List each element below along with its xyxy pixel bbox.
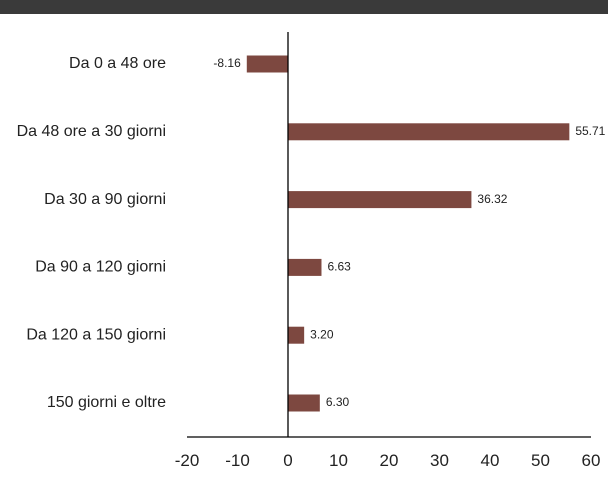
category-label: Da 0 a 48 ore	[69, 55, 166, 72]
data-labels: -8.16 55.71 36.32 6.63 3.20 6.30	[213, 56, 605, 409]
x-tick-label: 0	[283, 451, 292, 470]
bar	[288, 258, 322, 276]
bar	[288, 394, 320, 412]
category-label: Da 30 a 90 giorni	[44, 191, 166, 208]
x-tick-label: 10	[329, 451, 348, 470]
category-label: Da 48 ore a 30 giorni	[17, 123, 166, 140]
data-label: 55.71	[575, 124, 605, 138]
x-tick-label: 40	[481, 451, 500, 470]
data-label: 36.32	[477, 192, 507, 206]
header-rule	[0, 0, 608, 14]
x-tick-labels: -20 -10 0 10 20 30 40 50 60	[175, 451, 601, 470]
x-tick-label: 30	[430, 451, 449, 470]
category-labels: Da 0 a 48 ore Da 48 ore a 30 giorni Da 30 …	[17, 55, 167, 411]
data-label: -8.16	[213, 56, 241, 70]
data-label: 3.20	[310, 327, 334, 341]
x-tick-label: 20	[380, 451, 399, 470]
x-tick-label: 60	[582, 451, 601, 470]
bar	[246, 55, 288, 73]
bar	[288, 191, 472, 209]
category-label: Da 120 a 150 giorni	[26, 326, 166, 343]
data-label: 6.30	[326, 395, 350, 409]
bars-layer	[246, 55, 570, 412]
bar	[288, 123, 570, 141]
bar	[288, 326, 305, 344]
axes	[187, 32, 591, 438]
data-label: 6.63	[327, 260, 351, 274]
category-label: Da 90 a 120 giorni	[35, 259, 166, 276]
x-tick-label: -10	[225, 451, 250, 470]
x-tick-label: -20	[175, 451, 200, 470]
x-tick-label: 50	[531, 451, 550, 470]
category-label: 150 giorni e oltre	[47, 394, 166, 411]
